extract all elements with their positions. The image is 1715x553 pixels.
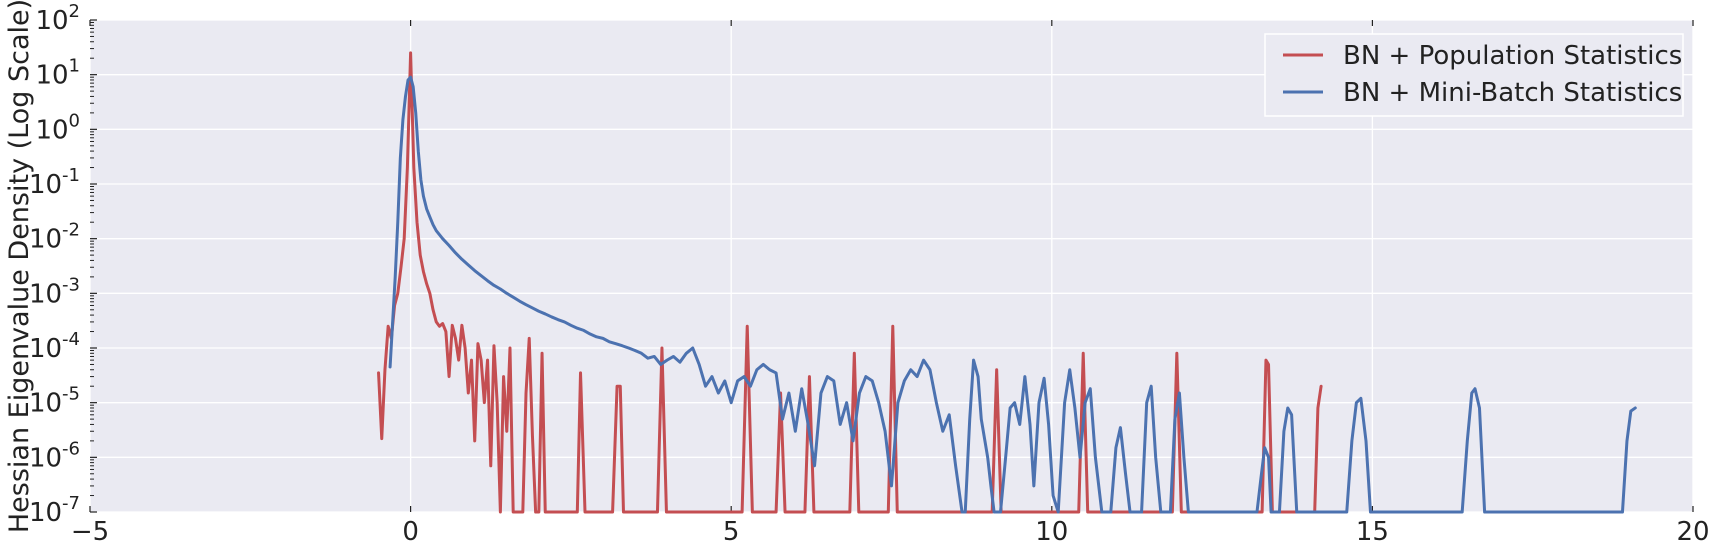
series-line-population: [377, 51, 1323, 514]
x-tick-label: 5: [723, 517, 740, 547]
x-tick-label: 20: [1676, 517, 1709, 547]
x-tick-label: 15: [1356, 517, 1389, 547]
y-tick-label: 10-2: [29, 220, 80, 255]
y-tick-label: 10-6: [29, 438, 80, 473]
legend: BN + Population Statistics BN + Mini-Bat…: [1264, 33, 1684, 117]
x-tick-label: 10: [1035, 517, 1068, 547]
y-tick-label: 10-3: [29, 274, 80, 309]
y-tick-label: 10-5: [29, 384, 80, 419]
series-line-minibatch: [388, 75, 1637, 514]
y-tick-label: 10-7: [29, 493, 80, 528]
axis-ticks: [89, 19, 1694, 513]
y-tick-label: 10-1: [29, 165, 80, 200]
y-tick-label: 10-4: [29, 329, 80, 364]
y-tick-label: 100: [35, 110, 80, 145]
x-axis-tick-labels: −5 0 5 10 15 20: [71, 517, 1710, 547]
y-tick-label: 102: [35, 1, 80, 36]
x-tick-label: −5: [71, 517, 109, 547]
series-lines: [377, 51, 1637, 514]
y-tick-label: 101: [35, 56, 80, 91]
y-axis-tick-labels: 10-7 10-6 10-5 10-4 10-3 10-2 10-1 100 101 102: [29, 1, 80, 528]
legend-label-minibatch: BN + Mini-Batch Statistics: [1343, 78, 1682, 108]
y-axis-label: Hessian Eigenvalue Density (Log Scale): [4, 0, 35, 533]
x-tick-label: 0: [402, 517, 419, 547]
legend-box: [1264, 33, 1684, 117]
legend-label-population: BN + Population Statistics: [1343, 41, 1682, 71]
